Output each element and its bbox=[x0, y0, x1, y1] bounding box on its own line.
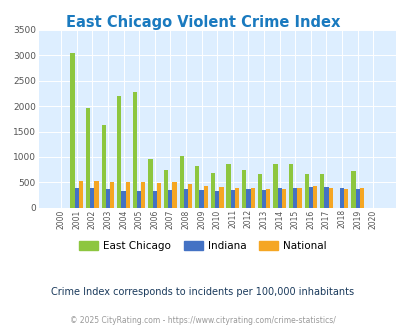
Bar bbox=[277, 188, 281, 208]
Bar bbox=[241, 170, 246, 208]
Bar bbox=[106, 188, 110, 208]
Bar bbox=[203, 186, 207, 208]
Bar bbox=[101, 125, 106, 208]
Bar bbox=[137, 191, 141, 208]
Bar bbox=[132, 92, 137, 208]
Bar bbox=[324, 186, 328, 208]
Text: East Chicago Violent Crime Index: East Chicago Violent Crime Index bbox=[66, 15, 339, 30]
Text: Crime Index corresponds to incidents per 100,000 inhabitants: Crime Index corresponds to incidents per… bbox=[51, 287, 354, 297]
Bar bbox=[126, 182, 130, 208]
Bar bbox=[230, 189, 234, 208]
Bar bbox=[288, 164, 292, 208]
Bar bbox=[117, 96, 121, 208]
Bar bbox=[215, 191, 219, 208]
Bar bbox=[179, 156, 183, 208]
Bar bbox=[266, 189, 270, 208]
Bar bbox=[210, 173, 215, 208]
Bar bbox=[281, 188, 285, 208]
Bar bbox=[250, 188, 254, 208]
Bar bbox=[328, 187, 332, 208]
Bar bbox=[355, 189, 359, 208]
Bar bbox=[79, 182, 83, 208]
Bar bbox=[261, 189, 266, 208]
Bar bbox=[226, 164, 230, 208]
Bar bbox=[246, 189, 250, 208]
Bar bbox=[257, 174, 261, 208]
Bar bbox=[164, 170, 168, 208]
Bar bbox=[156, 183, 161, 208]
Bar bbox=[219, 187, 223, 208]
Bar bbox=[350, 171, 355, 208]
Legend: East Chicago, Indiana, National: East Chicago, Indiana, National bbox=[75, 237, 330, 255]
Bar bbox=[343, 188, 347, 208]
Bar bbox=[296, 188, 301, 208]
Bar bbox=[188, 184, 192, 208]
Bar bbox=[312, 186, 316, 208]
Bar bbox=[320, 174, 324, 208]
Bar bbox=[183, 189, 188, 208]
Bar bbox=[141, 182, 145, 208]
Bar bbox=[234, 188, 239, 208]
Bar bbox=[75, 188, 79, 208]
Bar bbox=[339, 187, 343, 208]
Bar bbox=[292, 187, 296, 208]
Bar bbox=[308, 187, 312, 208]
Bar bbox=[121, 191, 126, 208]
Bar bbox=[94, 182, 98, 208]
Bar bbox=[86, 108, 90, 208]
Bar bbox=[199, 189, 203, 208]
Bar bbox=[110, 182, 114, 208]
Bar bbox=[304, 174, 308, 208]
Bar bbox=[148, 158, 152, 208]
Text: © 2025 CityRating.com - https://www.cityrating.com/crime-statistics/: © 2025 CityRating.com - https://www.city… bbox=[70, 315, 335, 325]
Bar bbox=[172, 182, 176, 208]
Bar bbox=[168, 189, 172, 208]
Bar bbox=[70, 53, 75, 208]
Bar bbox=[273, 164, 277, 208]
Bar bbox=[195, 166, 199, 208]
Bar bbox=[359, 188, 363, 208]
Bar bbox=[152, 191, 156, 208]
Bar bbox=[90, 187, 94, 208]
